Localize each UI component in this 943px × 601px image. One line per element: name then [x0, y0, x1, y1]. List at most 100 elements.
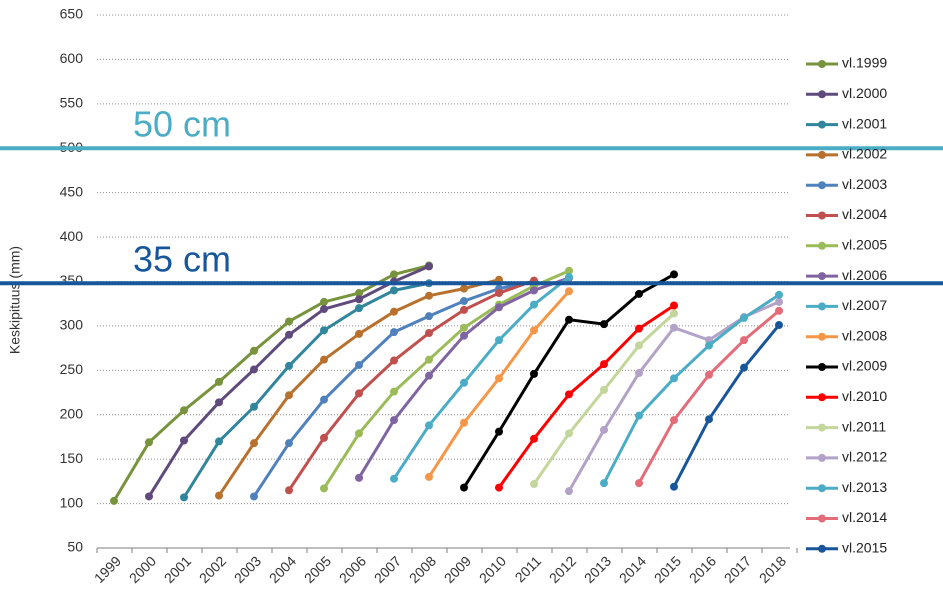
- data-point: [390, 270, 398, 279]
- legend-label: vl.2014: [842, 509, 887, 525]
- y-tick-label: 550: [60, 95, 84, 111]
- data-point: [775, 321, 783, 330]
- data-point: [530, 434, 538, 443]
- y-tick-label: 250: [60, 361, 84, 377]
- data-point: [355, 289, 363, 298]
- legend-item: vl.2011: [806, 418, 886, 434]
- data-point: [530, 326, 538, 335]
- legend-item: vl.2008: [806, 327, 887, 343]
- data-point: [600, 320, 608, 329]
- series-line: [672, 324, 781, 488]
- data-point: [495, 427, 503, 436]
- data-point: [425, 291, 433, 300]
- legend-marker: [818, 181, 826, 190]
- series-vl.2000: [145, 262, 433, 501]
- data-point: [390, 307, 398, 316]
- data-point: [635, 341, 643, 350]
- legend-item: vl.1999: [806, 55, 887, 71]
- y-axis-label: Keskipituus (mm): [7, 246, 23, 354]
- legend-item: vl.2001: [806, 115, 887, 131]
- data-point: [775, 290, 783, 299]
- data-point: [355, 429, 363, 438]
- reference-lines: 50 cm 35 cm: [0, 103, 943, 286]
- x-tick-label: 2007: [371, 553, 404, 586]
- data-point: [250, 346, 258, 355]
- data-point: [215, 377, 223, 386]
- data-point: [635, 289, 643, 298]
- series-vl.2005: [320, 266, 573, 493]
- legend-label: vl.2001: [842, 115, 887, 131]
- legend-marker: [818, 484, 826, 493]
- data-point: [355, 304, 363, 313]
- series-line: [322, 269, 570, 490]
- data-point: [460, 331, 468, 340]
- data-point: [285, 317, 293, 326]
- legend-item: vl.2014: [806, 509, 887, 525]
- y-tick-label: 650: [60, 6, 84, 22]
- data-point: [355, 329, 363, 338]
- data-point: [670, 270, 678, 279]
- data-point: [285, 391, 293, 400]
- data-point: [495, 289, 503, 298]
- x-tick-label: 2006: [336, 553, 369, 586]
- x-tick-label: 2017: [721, 553, 754, 586]
- x-tick-label: 2018: [756, 553, 789, 586]
- x-tick-label: 2011: [512, 553, 545, 586]
- legend-item: vl.2003: [806, 176, 887, 192]
- legend-label: vl.2006: [842, 267, 887, 283]
- legend-item: vl.2002: [806, 146, 887, 162]
- data-point: [320, 433, 328, 442]
- data-point: [530, 369, 538, 378]
- y-tick-label: 400: [60, 228, 84, 244]
- data-point: [425, 262, 433, 271]
- data-point: [180, 406, 188, 415]
- legend-marker: [818, 272, 826, 281]
- y-tick-label: 600: [60, 50, 84, 66]
- x-tick-label: 2015: [651, 553, 684, 586]
- data-point: [285, 486, 293, 495]
- legend-marker: [818, 363, 826, 371]
- series-vl.2009: [460, 270, 678, 492]
- data-point: [320, 297, 328, 306]
- x-tick-label: 2010: [476, 553, 509, 586]
- data-point: [285, 439, 293, 448]
- data-point: [390, 328, 398, 337]
- legend-label: vl.2002: [842, 146, 887, 162]
- series-vl.2007: [390, 273, 573, 483]
- data-point: [425, 421, 433, 430]
- data-point: [705, 415, 713, 424]
- data-point: [495, 374, 503, 383]
- series-line: [182, 281, 430, 499]
- series-vl.2002: [215, 275, 503, 500]
- x-tick-label: 2014: [616, 553, 649, 586]
- series-group: [110, 261, 783, 505]
- data-point: [460, 284, 468, 293]
- legend-marker: [818, 241, 826, 250]
- data-point: [775, 297, 783, 306]
- series-line: [112, 264, 430, 502]
- data-point: [670, 374, 678, 383]
- x-tick-label: 2016: [686, 553, 719, 586]
- legend-label: vl.2011: [842, 418, 886, 434]
- data-point: [495, 303, 503, 312]
- x-axis: [96, 547, 798, 553]
- legend-marker: [818, 150, 826, 159]
- data-point: [740, 313, 748, 322]
- series-vl.2011: [530, 309, 678, 489]
- legend-marker: [818, 120, 826, 129]
- data-point: [390, 387, 398, 396]
- data-point: [355, 295, 363, 304]
- data-point: [110, 496, 118, 505]
- data-point: [565, 315, 573, 324]
- data-point: [600, 385, 608, 394]
- data-point: [495, 483, 503, 492]
- series-line: [602, 293, 780, 484]
- data-point: [565, 487, 573, 496]
- data-point: [460, 297, 468, 306]
- data-point: [285, 361, 293, 370]
- data-point: [705, 370, 713, 379]
- y-tick-label: 350: [60, 272, 84, 288]
- legend-marker: [818, 514, 826, 523]
- x-tick-label: 2009: [441, 553, 474, 586]
